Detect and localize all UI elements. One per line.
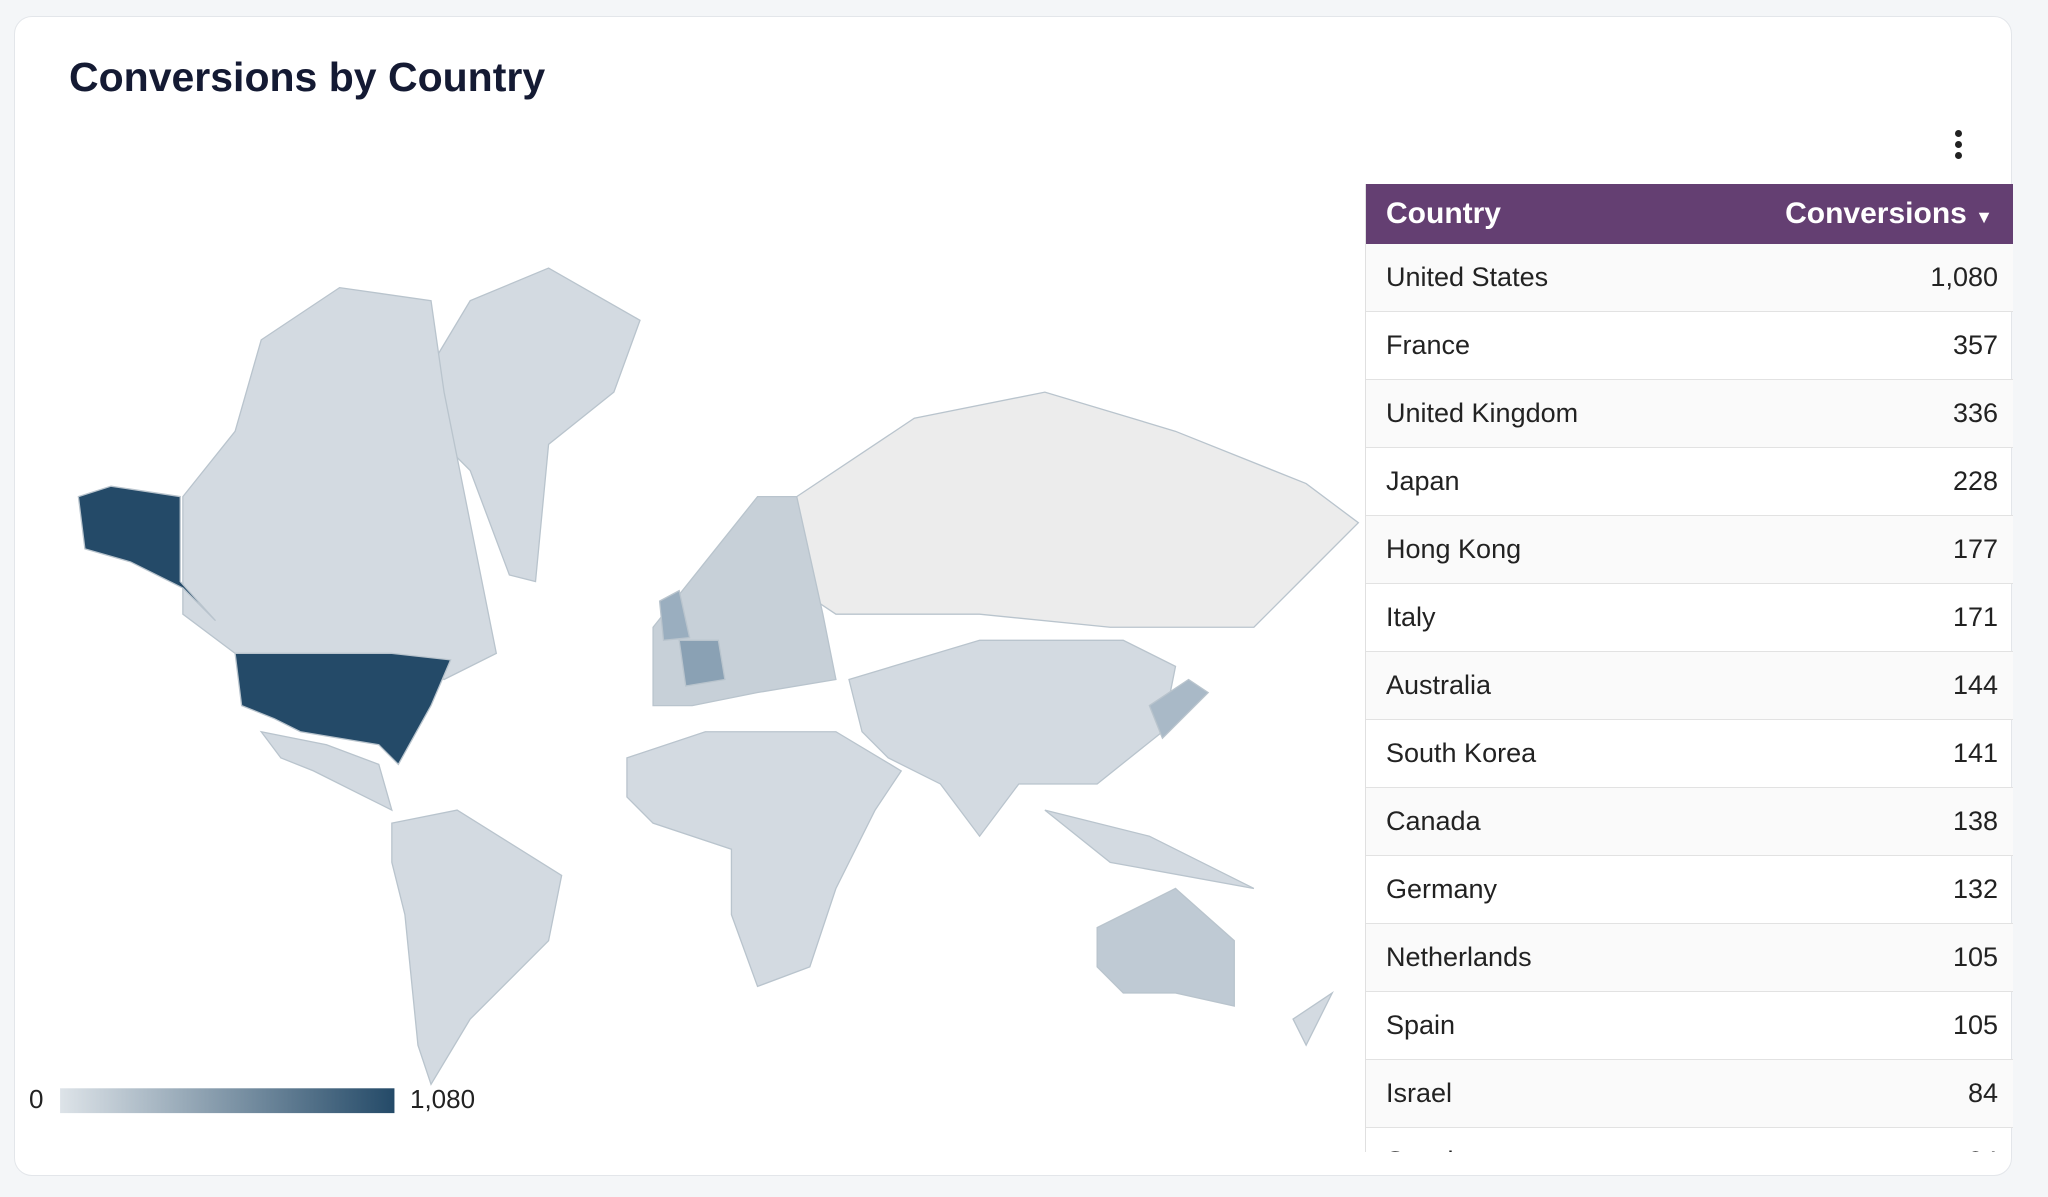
conversions-cell: 228 — [1952, 466, 1998, 496]
legend-min: 0 — [29, 1084, 44, 1114]
column-header[interactable]: Country — [1386, 197, 1501, 230]
country-cell: Israel — [1386, 1078, 1453, 1108]
table-row: Netherlands 105 — [1366, 924, 2013, 992]
conversions-cell: 105 — [1952, 1010, 1998, 1040]
country-cell: Germany — [1386, 874, 1498, 904]
table-row: Hong Kong 177 — [1366, 516, 2013, 584]
country-cell: Spain — [1386, 1010, 1456, 1040]
country-cell: Sweden — [1386, 1146, 1484, 1152]
table-row: Japan 228 — [1366, 448, 2013, 516]
country-cell: United Kingdom — [1386, 398, 1579, 428]
table-row: Sweden 84 — [1366, 1128, 2013, 1152]
table-row: Australia 144 — [1366, 652, 2013, 720]
conversions-cell: 105 — [1952, 942, 1998, 972]
column-header[interactable]: Conversions ▼ — [1785, 197, 1993, 231]
table-row: United States 1,080 — [1366, 244, 2013, 312]
conversions-cell: 84 — [1967, 1078, 1998, 1108]
table-row: Spain 105 — [1366, 992, 2013, 1060]
table-row: South Korea 141 — [1366, 720, 2013, 788]
conversions-cell: 132 — [1952, 874, 1998, 904]
table-row: Germany 132 — [1366, 856, 2013, 924]
table: Country Conversions ▼ United States 1,080… — [1365, 184, 2013, 1152]
country-cell: Italy — [1386, 602, 1436, 632]
table-row: Italy 171 — [1366, 584, 2013, 652]
table-body: United States 1,080 France 357 United Kingdo… — [1366, 244, 2013, 1152]
column-header-text: Conversions — [1785, 197, 1967, 230]
conversions-cell: 144 — [1952, 670, 1998, 700]
country-cell: South Korea — [1386, 738, 1537, 768]
country-cell: Japan — [1386, 466, 1460, 496]
title: Conversions by Country — [69, 54, 546, 100]
country-cell: Canada — [1386, 806, 1481, 836]
conversions-cell: 138 — [1952, 806, 1998, 836]
conversions-cell: 84 — [1968, 1146, 1998, 1152]
country-cell: France — [1386, 330, 1471, 360]
country-cell: Netherlands — [1386, 942, 1532, 972]
menu-button[interactable] — [1950, 130, 1966, 166]
legend-max: 1,080 — [410, 1084, 476, 1114]
country-cell: United States — [1386, 262, 1549, 292]
sort-icon: ▼ — [1975, 207, 1993, 227]
conversions-cell: 171 — [1952, 602, 1998, 632]
conversions-cell: 141 — [1952, 738, 1998, 768]
countries — [77, 267, 1360, 1086]
country-cell: Hong Kong — [1386, 534, 1522, 564]
conversions-cell: 336 — [1952, 398, 1998, 428]
conversions-cell: 177 — [1952, 534, 1998, 564]
table-row: United Kingdom 336 — [1366, 380, 2013, 448]
table-row: Canada 138 — [1366, 788, 2013, 856]
conversions-cell: 357 — [1952, 330, 1998, 360]
table-row: France 357 — [1366, 312, 2013, 380]
table-row: Israel 84 — [1366, 1060, 2013, 1128]
country-cell: Australia — [1386, 670, 1492, 700]
table-header: Country Conversions ▼ — [1366, 184, 2013, 244]
legend-gradient — [60, 1088, 395, 1114]
conversions-cell: 1,080 — [1930, 262, 1998, 292]
